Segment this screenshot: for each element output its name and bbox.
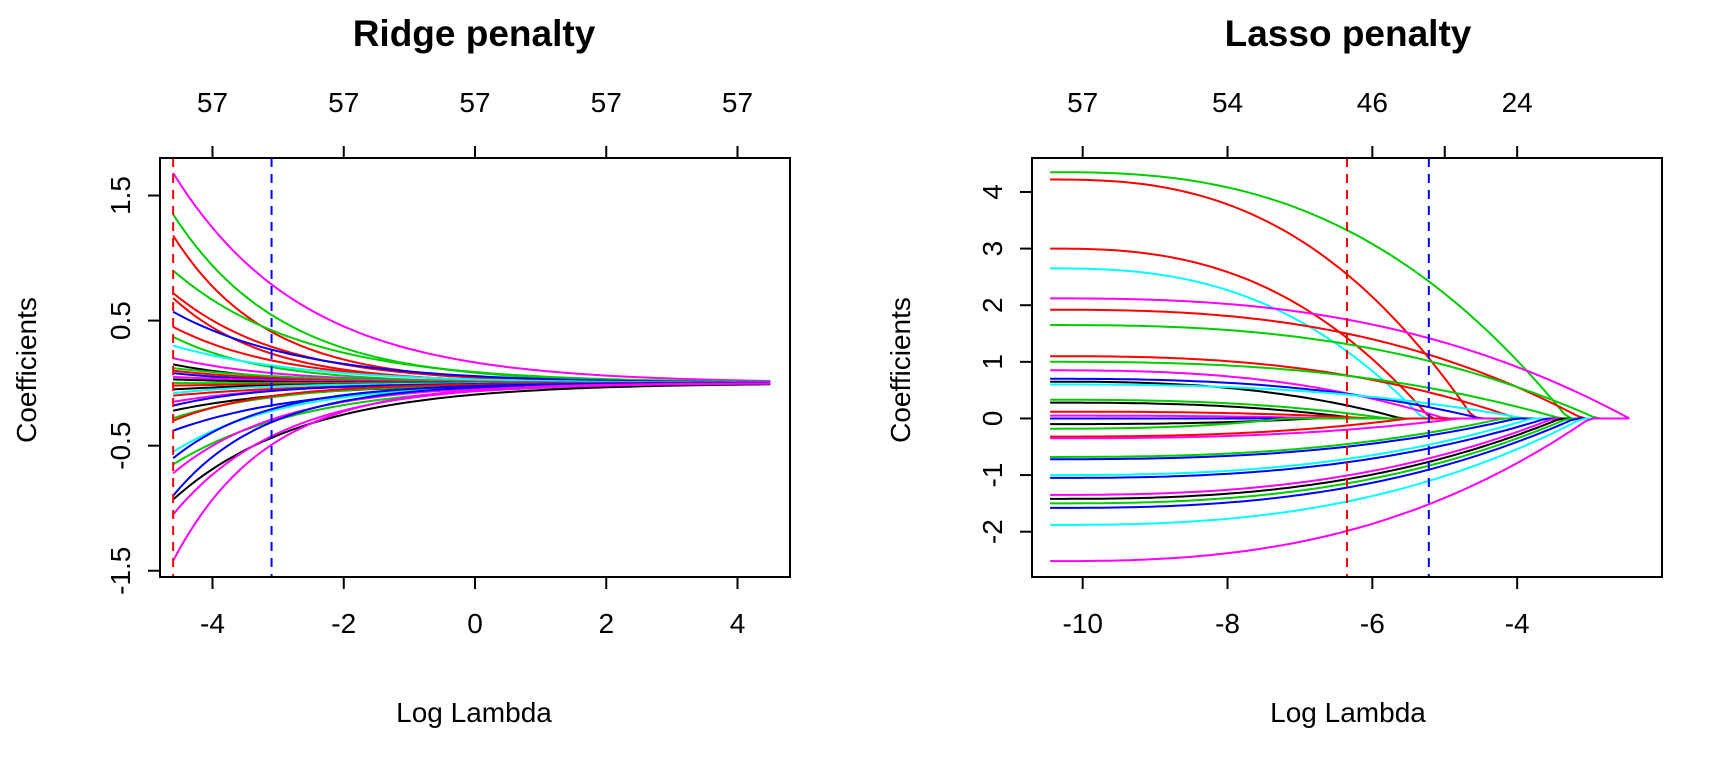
- coefficient-path: [172, 383, 771, 501]
- coefficient-path: [172, 382, 771, 497]
- y-tick-label: 0: [977, 411, 1008, 427]
- x-tick-label: 4: [730, 608, 746, 639]
- coefficient-path: [1050, 324, 1630, 420]
- lasso-lambda-markers: [1346, 158, 1430, 577]
- top-tick-label: 57: [1067, 87, 1098, 118]
- ridge-ylabel: Coefficients: [11, 297, 42, 443]
- lasso-y-axis: -2 -1 0 1 2 3 4: [977, 184, 1032, 544]
- lasso-panel: Lasso penalty 57 54 46 24 -10 -8 -6 -4 -2-1012…: [885, 13, 1663, 728]
- y-tick-label: 3: [977, 241, 1008, 257]
- top-tick-label: 57: [722, 87, 753, 118]
- coefficient-path: [172, 326, 771, 384]
- y-tick-label: -2: [977, 519, 1008, 544]
- ridge-y-axis: -1.5 -0.5 0.5 1.5: [105, 176, 160, 595]
- x-tick-label: 2: [598, 608, 614, 639]
- top-tick-label: 57: [197, 87, 228, 118]
- top-tick-label: 46: [1357, 87, 1388, 118]
- x-tick-label: -4: [200, 608, 225, 639]
- coefficient-path: [172, 292, 771, 384]
- lasso-title: Lasso penalty: [1225, 13, 1472, 54]
- y-tick-label: 4: [977, 184, 1008, 200]
- y-tick-label: -0.5: [105, 422, 136, 470]
- ridge-title: Ridge penalty: [353, 13, 596, 54]
- lasso-xlabel: Log Lambda: [1270, 697, 1426, 728]
- y-tick-label: -1: [977, 463, 1008, 488]
- coefficient-path: [1050, 417, 1630, 500]
- coefficient-path: [1050, 417, 1630, 563]
- lasso-plot-frame: [1031, 157, 1663, 578]
- coefficient-path: [172, 382, 771, 516]
- ridge-top-axis: 57 57 57 57 57: [197, 87, 753, 158]
- top-tick-label: 57: [328, 87, 359, 118]
- top-tick-label: 54: [1212, 87, 1243, 118]
- top-tick-label: 57: [459, 87, 490, 118]
- coefficient-path: [1050, 360, 1630, 420]
- x-tick-label: -8: [1215, 608, 1240, 639]
- lasso-x-axis: -10 -8 -6 -4: [1062, 577, 1530, 639]
- x-tick-label: -10: [1062, 608, 1102, 639]
- lasso-top-axis: 57 54 46 24: [1067, 87, 1533, 158]
- y-tick-label: -1.5: [105, 547, 136, 595]
- coefficient-path: [1050, 171, 1630, 420]
- top-tick-label: 57: [591, 87, 622, 118]
- x-tick-label: -2: [331, 608, 356, 639]
- coefficient-path: [1050, 417, 1630, 505]
- coefficient-path: [172, 297, 771, 384]
- coefficient-path: [172, 172, 771, 382]
- coefficient-path: [1050, 417, 1630, 526]
- lasso-ylabel: Coefficients: [885, 297, 916, 443]
- y-tick-label: 2: [977, 297, 1008, 313]
- lasso-coefficient-paths: [1050, 171, 1630, 563]
- ridge-x-axis: -4 -2 0 2 4: [200, 577, 745, 639]
- ridge-lambda-markers: [172, 158, 273, 577]
- y-tick-label: 1: [977, 354, 1008, 370]
- ridge-panel: Ridge penalty 57 57 57 57 57 -4 -2 0 2 4 -1.5 -0.…: [11, 13, 791, 728]
- top-tick-label: 24: [1502, 87, 1533, 118]
- coefficient-path: [1050, 417, 1630, 509]
- coefficient-path: [1050, 417, 1630, 479]
- x-tick-label: -4: [1505, 608, 1530, 639]
- x-tick-label: -6: [1360, 608, 1385, 639]
- coefficient-path: [172, 213, 771, 384]
- y-tick-label: 0.5: [105, 301, 136, 340]
- ridge-xlabel: Log Lambda: [396, 697, 552, 728]
- coefficient-path: [1050, 308, 1630, 420]
- coefficient-path: [172, 382, 771, 562]
- ridge-plot-frame: [159, 157, 791, 578]
- y-tick-label: 1.5: [105, 176, 136, 215]
- coefficient-path: [1050, 417, 1630, 496]
- ridge-coefficient-paths: [172, 172, 771, 562]
- coefficient-path: [1050, 417, 1630, 477]
- coefficient-path: [1050, 297, 1630, 420]
- x-tick-label: 0: [467, 608, 483, 639]
